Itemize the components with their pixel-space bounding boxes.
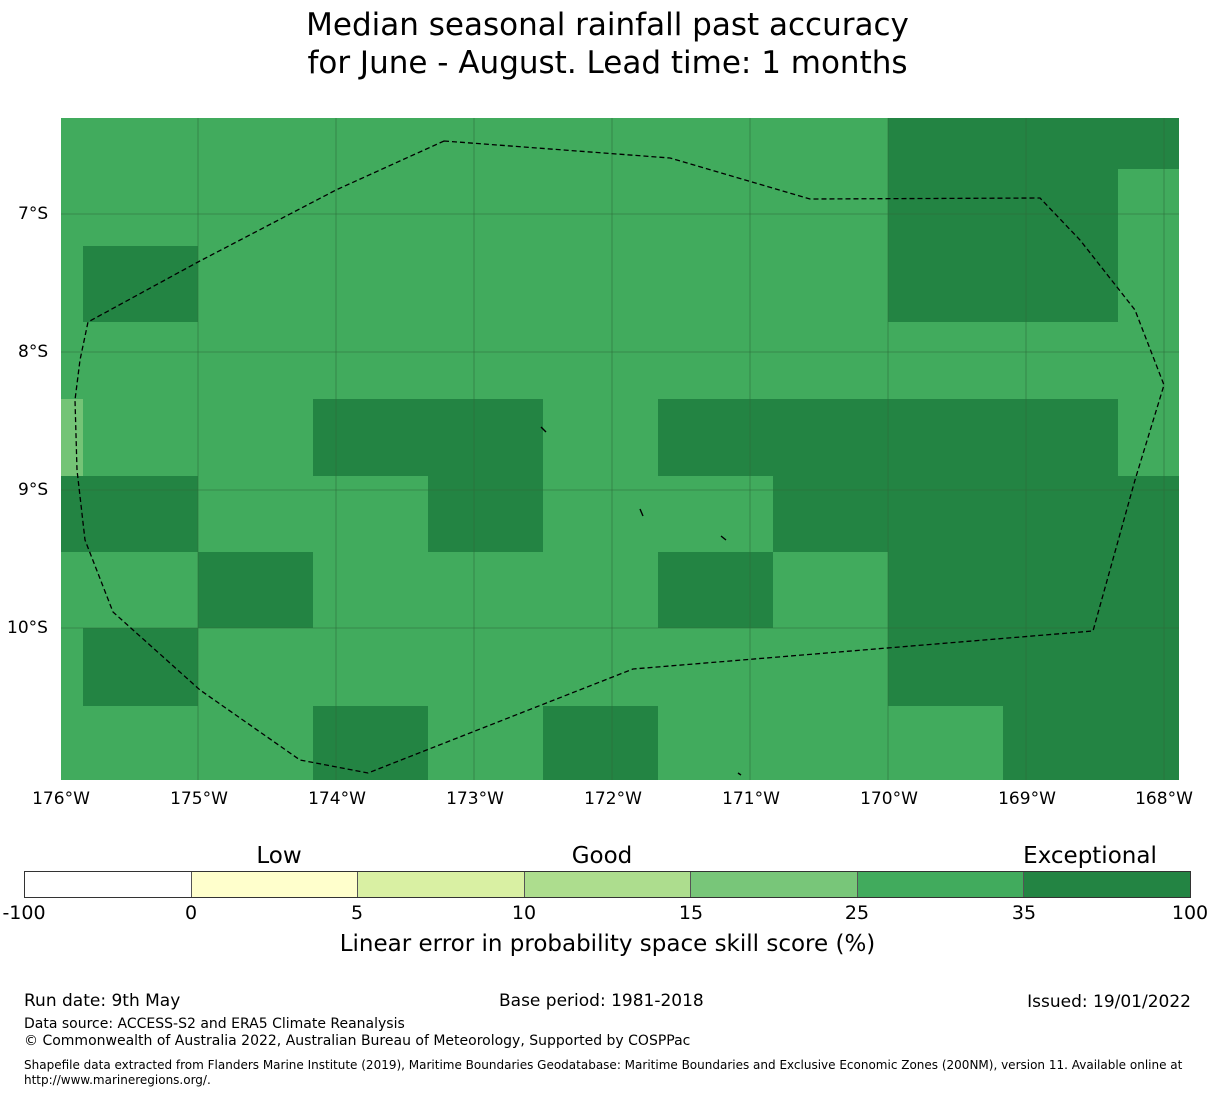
colorbar-tick: 25 <box>844 902 870 924</box>
grid-cell-moderate <box>61 399 83 476</box>
lon-label: 169°W <box>998 789 1056 809</box>
grid-cell <box>198 552 313 628</box>
shapefile-credit-line-2: http://www.marineregions.org/. <box>24 1073 211 1087</box>
grid-cell <box>313 399 543 476</box>
data-source: Data source: ACCESS-S2 and ERA5 Climate … <box>24 1016 405 1032</box>
colorbar-tick: 5 <box>350 902 364 924</box>
shapefile-credit: Shapefile data extracted from Flanders M… <box>24 1058 1182 1088</box>
lon-label: 174°W <box>308 789 366 809</box>
grid-cell <box>888 169 1118 322</box>
lon-label: 172°W <box>584 789 642 809</box>
island-shape <box>737 772 742 776</box>
map-gridlines <box>61 118 1179 780</box>
colorbar-category-low: Low <box>256 843 302 869</box>
colorbar-tick: 15 <box>678 902 704 924</box>
base-period: Base period: 1981-2018 <box>499 991 704 1011</box>
grid-cell <box>83 246 198 322</box>
lat-label: 10°S <box>7 618 48 638</box>
copyright: © Commonwealth of Australia 2022, Austra… <box>24 1033 691 1049</box>
issued-date: Issued: 19/01/2022 <box>1027 992 1191 1012</box>
colorbar-segment <box>191 872 359 897</box>
lon-label: 173°W <box>446 789 504 809</box>
colorbar-tick: 100 <box>1171 902 1209 924</box>
skill-score-map <box>61 118 1179 780</box>
title-line-2: for June - August. Lead time: 1 months <box>307 45 908 81</box>
grid-cell <box>658 552 773 628</box>
grid-cell <box>888 552 1179 706</box>
grid-cell <box>773 476 1179 552</box>
grid-cell <box>888 118 1179 169</box>
title-line-1: Median seasonal rainfall past accuracy <box>306 7 909 43</box>
island-shape <box>639 508 644 517</box>
lat-label: 7°S <box>18 204 49 224</box>
colorbar-category-exceptional: Exceptional <box>1023 843 1157 869</box>
colorbar-tick: -100 <box>2 902 46 924</box>
colorbar-segment <box>358 872 525 897</box>
colorbar-segment <box>25 872 192 897</box>
grid-cell <box>428 476 543 552</box>
colorbar-tick: 35 <box>1011 902 1037 924</box>
lon-label: 171°W <box>722 789 780 809</box>
colorbar-segment <box>691 872 858 897</box>
grid-cell <box>1003 706 1179 780</box>
lon-label: 175°W <box>170 789 228 809</box>
grid-cell <box>83 628 198 706</box>
colorbar-segment <box>857 872 1025 897</box>
island-shape <box>540 426 547 433</box>
lon-label: 170°W <box>860 789 918 809</box>
grid-cell <box>313 706 428 780</box>
high-skill-cells <box>61 118 1179 780</box>
lat-label: 8°S <box>18 342 49 362</box>
colorbar <box>24 871 1191 898</box>
grid-cell <box>61 476 198 552</box>
colorbar-label: Linear error in probability space skill … <box>339 931 876 957</box>
colorbar-segment <box>1024 872 1191 897</box>
lat-label: 9°S <box>18 480 49 500</box>
colorbar-segment <box>524 872 692 897</box>
run-date: Run date: 9th May <box>24 991 181 1011</box>
colorbar-tick: 0 <box>184 902 198 924</box>
shapefile-credit-line-1: Shapefile data extracted from Flanders M… <box>24 1058 1183 1072</box>
map-title: Median seasonal rainfall past accuracy f… <box>0 6 1215 82</box>
colorbar-category-good: Good <box>571 843 633 869</box>
eez-boundary <box>74 140 1165 774</box>
colorbar-tick: 10 <box>511 902 537 924</box>
grid-cell <box>543 706 658 780</box>
island-shape <box>720 535 727 541</box>
lon-label: 176°W <box>32 789 90 809</box>
islands <box>540 426 742 776</box>
lon-label: 168°W <box>1135 789 1193 809</box>
